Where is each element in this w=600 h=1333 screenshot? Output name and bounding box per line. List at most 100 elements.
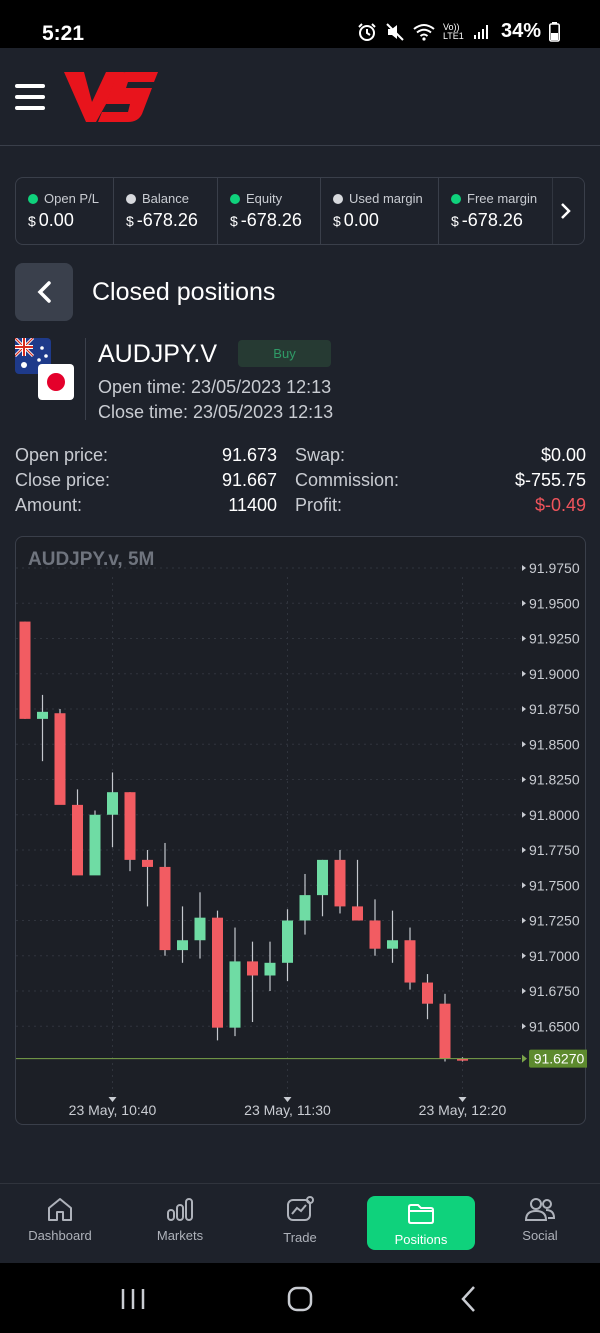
account-summary-strip[interactable]: Open P/L $0.00 Balance $ -678.26 Equity $…: [15, 177, 585, 245]
brand-logo[interactable]: [62, 68, 158, 131]
nav-markets[interactable]: Markets: [126, 1196, 234, 1252]
mute-icon: [386, 22, 404, 41]
strip-next-button[interactable]: [548, 178, 584, 244]
wifi-icon: [413, 23, 435, 41]
candle-body: [334, 859, 346, 907]
candle-body: [352, 906, 363, 921]
bottom-navigation: Dashboard Markets Trade Positions So: [0, 1183, 600, 1263]
candle: [142, 850, 153, 907]
nav-label: Positions: [394, 1232, 448, 1247]
network-label: Vo)) LTE1: [442, 21, 464, 41]
home-button-icon[interactable]: [287, 1286, 313, 1312]
back-nav-icon[interactable]: [459, 1285, 477, 1313]
battery-icon: [549, 21, 560, 42]
candle-body: [177, 940, 188, 951]
home-icon: [48, 1198, 72, 1221]
swap-label: Swap:: [295, 445, 346, 465]
candle: [422, 974, 433, 1020]
price-chart[interactable]: 91.9750 91.9500 91.9250 91.9000 91.8750 91.85…: [15, 536, 587, 1126]
position-symbol: AUDJPY.V: [98, 340, 218, 368]
nav-social[interactable]: Social: [486, 1196, 594, 1252]
account-value: -678.26: [136, 210, 198, 230]
candle: [247, 941, 258, 1023]
candle-body: [212, 917, 223, 1028]
current-price-label: 91.6270: [534, 1051, 585, 1067]
y-tick-label: 91.7500: [529, 877, 580, 893]
candle: [457, 1057, 468, 1062]
back-button[interactable]: [15, 263, 73, 321]
nav-label: Dashboard: [28, 1228, 92, 1243]
chevron-right-icon: [561, 203, 571, 219]
account-value: 0.00: [343, 210, 379, 230]
candle: [334, 850, 346, 914]
account-open-pl: Open P/L $0.00: [16, 178, 114, 244]
current-price-badge: [529, 1049, 587, 1068]
account-label: Balance: [142, 191, 189, 206]
app-header: [0, 48, 600, 146]
nav-positions[interactable]: Positions: [367, 1196, 475, 1250]
candle: [387, 910, 398, 963]
trade-chart-icon: [287, 1196, 314, 1221]
candle-body: [317, 859, 328, 896]
x-tick-marker: [108, 1097, 117, 1102]
candle: [352, 859, 363, 921]
status-dot: [230, 193, 240, 204]
x-tick-marker: [458, 1097, 467, 1102]
nav-label: Social: [522, 1228, 558, 1243]
status-dot: [451, 193, 461, 204]
y-tick-label: 91.8000: [529, 807, 580, 823]
page-title: Closed positions: [92, 278, 276, 306]
y-tick-marker: [522, 1023, 526, 1030]
commission-label: Commission:: [295, 470, 400, 490]
x-tick-label: 23 May, 10:40: [69, 1102, 157, 1118]
candle-body: [54, 713, 66, 805]
swap-value: $0.00: [540, 445, 586, 465]
candle: [282, 909, 293, 982]
candle-body: [457, 1058, 468, 1061]
candle: [19, 621, 31, 719]
candle-body: [124, 792, 136, 860]
candle-body: [422, 982, 433, 1004]
candle-body: [299, 895, 311, 921]
status-time: 5:21: [42, 22, 85, 45]
close-price-label: Close price:: [15, 470, 111, 490]
candle: [107, 772, 118, 848]
y-tick-marker: [522, 670, 526, 677]
y-tick-marker: [522, 917, 526, 924]
candle: [404, 927, 416, 990]
y-tick-label: 91.9750: [529, 560, 580, 576]
recent-apps-icon[interactable]: [120, 1287, 146, 1311]
account-free-margin: Free margin $ -678.26: [439, 178, 553, 244]
open-time: Open time: 23/05/2023 12:13: [98, 377, 332, 397]
account-used-margin: Used margin $0.00: [321, 178, 439, 244]
status-dot: [333, 193, 343, 204]
candle-body: [282, 920, 293, 963]
status-dot: [126, 193, 136, 204]
currency-symbol: $: [230, 213, 238, 229]
nav-trade[interactable]: Trade: [246, 1196, 354, 1252]
nav-dashboard[interactable]: Dashboard: [6, 1196, 114, 1252]
japan-flag-icon: [38, 364, 74, 400]
candle-body: [369, 920, 381, 949]
candle-body: [194, 917, 206, 941]
y-tick-marker: [522, 988, 526, 994]
y-tick-label: 91.7250: [529, 913, 580, 929]
candle-body: [142, 859, 153, 867]
candle: [124, 792, 136, 872]
chart-title: AUDJPY.v, 5M: [28, 549, 154, 570]
y-tick-label: 91.9500: [529, 595, 580, 611]
y-tick-marker: [522, 776, 526, 783]
chart-canvas[interactable]: 91.9750 91.9500 91.9250 91.9000 91.8750 91.85…: [16, 537, 587, 1126]
y-tick-marker: [522, 706, 526, 712]
y-tick-marker: [522, 952, 526, 959]
candle: [194, 892, 206, 959]
vs-logo-icon: [64, 72, 158, 122]
y-tick-marker: [522, 741, 526, 748]
candle-body: [264, 962, 276, 976]
candle: [89, 810, 101, 876]
menu-icon[interactable]: [15, 84, 45, 110]
profit-label: Profit:: [295, 495, 343, 515]
candle-body: [439, 1003, 451, 1059]
x-tick-label: 23 May, 12:20: [419, 1102, 507, 1118]
y-tick-label: 91.7750: [529, 842, 580, 858]
